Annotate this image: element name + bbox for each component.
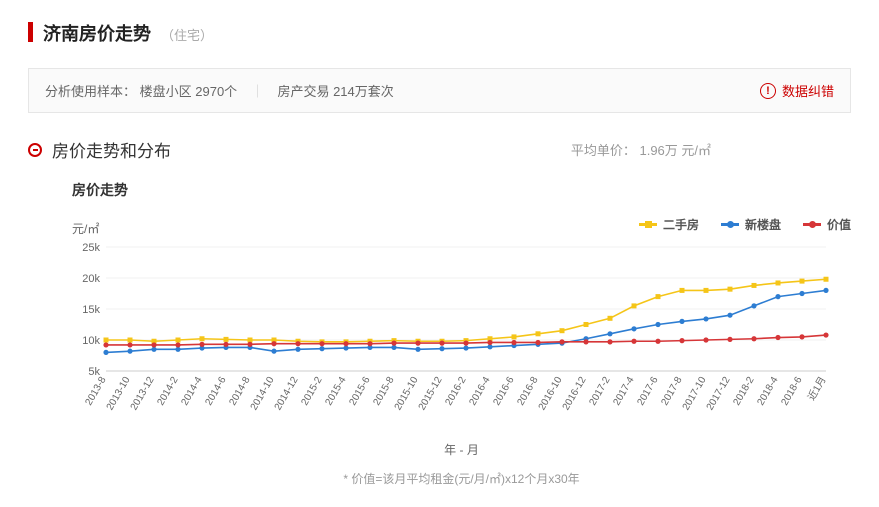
svg-text:2016-2: 2016-2 [444, 375, 469, 408]
svg-text:2018-4: 2018-4 [756, 375, 781, 408]
section-bullet-icon [28, 143, 42, 157]
svg-text:2017-8: 2017-8 [660, 375, 685, 408]
avg-price: 平均单价： 1.96万 元/㎡ [571, 140, 851, 159]
legend-label: 价值 [827, 216, 851, 233]
chart-area: 二手房 新楼盘 价值 元/㎡ 5k10k15k20k25k2013-82013-… [72, 220, 851, 487]
svg-text:2016-8: 2016-8 [516, 375, 541, 408]
chart-legend: 二手房 新楼盘 价值 [639, 216, 851, 233]
svg-text:2017-6: 2017-6 [636, 375, 661, 408]
legend-swatch-icon [803, 223, 821, 226]
info-bar-left: 分析使用样本： 楼盘小区 2970个 ｜ 房产交易 214万套次 [45, 81, 394, 100]
svg-text:2018-2: 2018-2 [732, 375, 757, 408]
page-title: 济南房价走势 [43, 20, 151, 46]
svg-text:2017-12: 2017-12 [705, 375, 733, 413]
chart-title: 房价走势 [72, 180, 851, 200]
svg-text:2017-2: 2017-2 [588, 375, 613, 408]
legend-second-hand[interactable]: 二手房 [639, 216, 699, 233]
svg-text:25k: 25k [82, 242, 100, 254]
svg-text:20k: 20k [82, 273, 100, 285]
section-title: 房价走势和分布 [52, 137, 171, 162]
svg-text:10k: 10k [82, 335, 100, 347]
svg-text:2018-6: 2018-6 [780, 375, 805, 408]
svg-text:2016-4: 2016-4 [468, 375, 493, 408]
header-accent-bar [28, 22, 33, 42]
svg-text:2015-12: 2015-12 [417, 375, 445, 413]
svg-text:2013-12: 2013-12 [129, 375, 157, 413]
legend-swatch-icon [721, 223, 739, 226]
svg-text:2014-2: 2014-2 [156, 375, 181, 408]
svg-text:2016-6: 2016-6 [492, 375, 517, 408]
page-subtitle: （住宅） [161, 25, 213, 44]
legend-swatch-icon [639, 223, 657, 226]
legend-new[interactable]: 新楼盘 [721, 216, 781, 233]
sample-value: 楼盘小区 2970个 [140, 84, 238, 99]
svg-text:2014-8: 2014-8 [228, 375, 253, 408]
chart-footnote: * 价值=该月平均租金(元/月/㎡)x12个月x30年 [72, 470, 851, 487]
info-bar: 分析使用样本： 楼盘小区 2970个 ｜ 房产交易 214万套次 ! 数据纠错 [28, 68, 851, 113]
transaction-value: 房产交易 214万套次 [277, 84, 393, 99]
price-trend-chart: 5k10k15k20k25k2013-82013-102013-122014-2… [72, 241, 832, 431]
svg-text:2015-6: 2015-6 [348, 375, 373, 408]
svg-text:2015-2: 2015-2 [300, 375, 325, 408]
svg-text:2015-4: 2015-4 [324, 375, 349, 408]
svg-text:15k: 15k [82, 304, 100, 316]
svg-text:近1月: 近1月 [805, 374, 829, 403]
legend-value[interactable]: 价值 [803, 216, 851, 233]
data-error-link[interactable]: ! 数据纠错 [760, 81, 834, 100]
svg-text:2014-6: 2014-6 [204, 375, 229, 408]
svg-text:2014-4: 2014-4 [180, 375, 205, 408]
svg-text:2015-8: 2015-8 [372, 375, 397, 408]
alert-icon: ! [760, 83, 776, 99]
x-axis-label: 年 - 月 [72, 441, 851, 458]
svg-text:2013-8: 2013-8 [84, 375, 109, 408]
svg-text:2014-12: 2014-12 [273, 375, 301, 413]
svg-text:2017-4: 2017-4 [612, 375, 637, 408]
separator: ｜ [251, 84, 264, 99]
data-error-label: 数据纠错 [782, 81, 834, 100]
legend-label: 二手房 [663, 216, 699, 233]
sample-label: 分析使用样本： [45, 84, 136, 99]
svg-text:2016-12: 2016-12 [561, 375, 589, 413]
legend-label: 新楼盘 [745, 216, 781, 233]
